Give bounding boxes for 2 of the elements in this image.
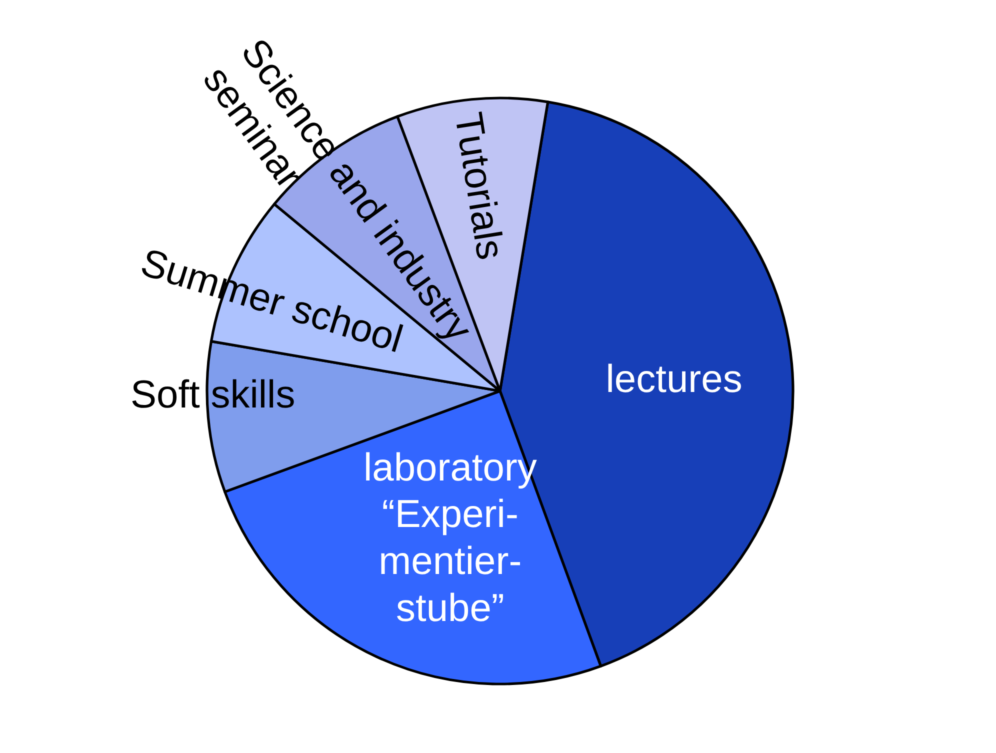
slice-label: lectures — [606, 358, 742, 401]
slice-label: Soft skills — [130, 374, 296, 417]
